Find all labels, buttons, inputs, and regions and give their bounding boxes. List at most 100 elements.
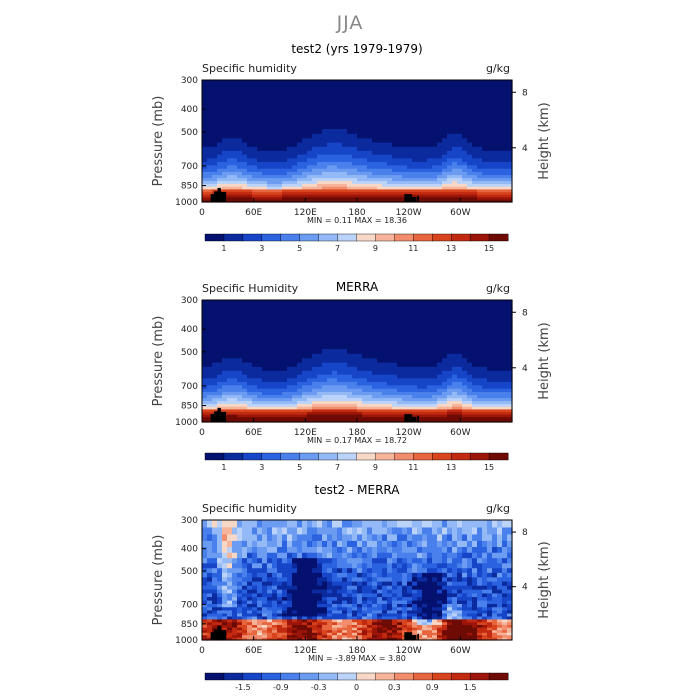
field-cell [332,627,338,631]
field-cell [422,406,428,411]
field-cell [297,178,303,182]
field-cell [372,632,378,636]
field-cell [297,624,303,629]
field-cell [367,398,373,402]
field-cell [417,154,423,159]
field-cell [347,138,353,144]
field-cell [412,168,418,173]
field-cell [357,398,363,402]
field-cell [442,168,448,173]
field-cell [342,414,348,418]
field-cell [257,385,263,390]
field-cell [262,534,268,542]
field-cell [297,406,303,411]
field-cell [227,94,233,102]
field-cell [447,344,453,350]
field-cell [342,171,348,176]
field-cell [502,321,508,329]
field-cell [432,370,438,376]
field-cell [267,414,273,418]
field-cell [502,189,508,193]
field-cell [427,378,433,383]
field-cell [227,358,233,364]
field-cell [267,300,273,309]
field-cell [317,94,323,102]
field-cell [272,585,278,591]
field-cell [362,194,368,198]
field-cell [442,398,448,402]
field-cell [507,161,513,166]
field-cell [267,568,273,574]
field-cell [277,637,283,641]
field-cell [497,381,503,386]
field-cell [487,374,493,379]
field-cell [382,600,388,605]
field-cell [382,414,388,418]
field-cell [482,321,488,329]
field-cell [207,124,213,130]
field-cell [262,366,268,372]
field-cell [477,362,483,368]
field-cell [202,101,208,109]
field-cell [332,366,338,372]
field-cell [282,133,288,139]
field-cell [392,635,398,639]
field-cell [482,385,488,390]
field-cell [257,129,263,135]
field-cell [272,113,278,120]
field-cell [222,572,228,578]
field-cell [217,622,223,626]
field-cell [222,150,228,156]
field-cell [427,338,433,345]
field-cell [392,138,398,144]
field-cell [202,327,208,334]
field-cell [287,547,293,554]
field-cell [337,630,343,634]
field-cell [402,138,408,144]
field-cell [367,175,373,179]
field-cell [257,391,263,396]
field-cell [277,414,283,418]
field-cell [322,589,328,595]
field-cell [257,107,263,114]
field-cell [212,597,218,602]
field-cell [482,414,488,418]
field-cell [412,189,418,193]
field-cell [267,581,273,587]
field-cell [232,630,238,634]
field-cell [387,353,393,359]
field-cell [347,129,353,135]
field-cell [267,412,273,416]
field-cell [397,338,403,345]
field-cell [462,353,468,359]
field-cell [322,585,328,591]
field-cell [317,585,323,591]
field-cell [297,300,303,309]
field-cell [467,409,473,413]
field-cell [327,194,333,198]
field-cell [322,146,328,152]
field-cell [342,338,348,345]
field-cell [332,589,338,595]
field-cell [262,414,268,418]
field-cell [487,398,493,402]
field-cell [457,412,463,416]
field-cell [492,138,498,144]
field-cell [227,189,233,193]
field-cell [247,138,253,144]
field-cell [327,344,333,350]
field-cell [287,327,293,334]
field-cell [287,171,293,176]
field-cell [272,124,278,130]
field-cell [327,362,333,368]
field-cell [487,146,493,152]
field-cell [257,314,263,322]
field-cell [222,107,228,114]
field-cell [257,637,263,641]
field-cell [507,300,513,309]
field-cell [442,344,448,350]
field-cell [477,353,483,359]
field-cell [397,165,403,170]
field-cell [427,353,433,359]
field-cell [422,358,428,364]
